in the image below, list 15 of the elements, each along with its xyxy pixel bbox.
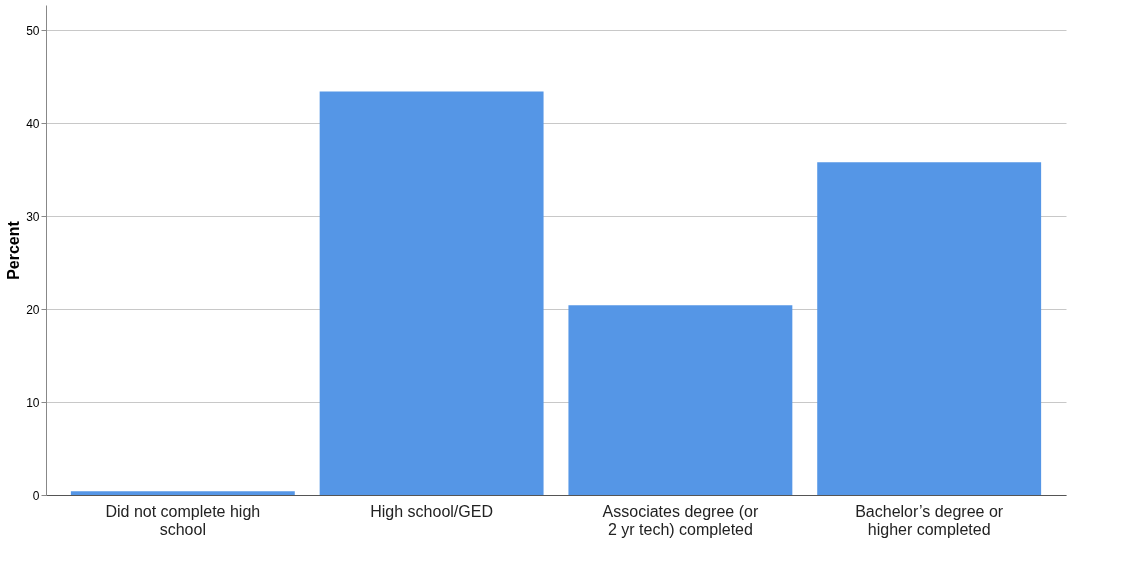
- y-tick-label: 40: [26, 116, 40, 131]
- bar: [70, 491, 295, 495]
- y-tick-label: 20: [26, 302, 40, 317]
- bar: [319, 91, 544, 495]
- y-axis-title: Percent: [5, 220, 23, 280]
- bar: [817, 162, 1042, 495]
- y-tick-label: 0: [32, 488, 40, 503]
- x-tick-label: Bachelor’s degree or higher completed: [855, 502, 1004, 538]
- y-tick-label: 10: [26, 395, 40, 410]
- x-tick-label: Associates degree (or 2 yr tech) completed: [602, 502, 759, 538]
- y-tick-label: 30: [26, 209, 40, 224]
- x-tick-label: Did not complete high school: [105, 502, 261, 538]
- bar: [568, 305, 793, 495]
- x-tick-label: High school/GED: [370, 502, 493, 520]
- y-tick-label: 50: [26, 23, 40, 38]
